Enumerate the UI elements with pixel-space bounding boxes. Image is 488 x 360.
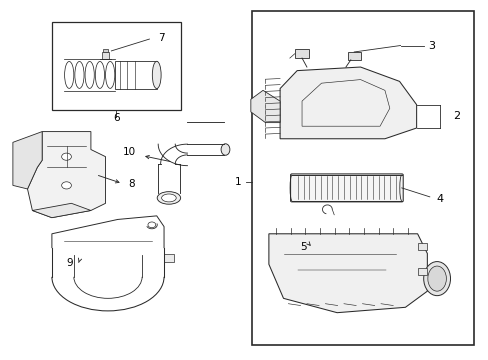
Circle shape — [61, 182, 71, 189]
Polygon shape — [27, 132, 105, 218]
Polygon shape — [268, 234, 427, 313]
Ellipse shape — [423, 262, 449, 296]
Polygon shape — [32, 203, 91, 218]
Bar — [251, 12, 473, 345]
Ellipse shape — [157, 192, 180, 204]
Text: 8: 8 — [128, 179, 135, 189]
Ellipse shape — [152, 61, 161, 89]
Ellipse shape — [427, 266, 446, 291]
Text: 9: 9 — [66, 258, 73, 268]
Bar — [52, 22, 181, 110]
Ellipse shape — [161, 194, 176, 202]
Text: 5: 5 — [300, 242, 306, 252]
Text: 10: 10 — [123, 147, 136, 157]
Bar — [417, 243, 427, 250]
Text: 7: 7 — [158, 33, 164, 43]
Bar — [102, 52, 109, 59]
Ellipse shape — [221, 144, 229, 155]
Bar — [115, 61, 157, 89]
Bar — [347, 52, 360, 60]
Bar — [417, 268, 427, 275]
Polygon shape — [280, 67, 416, 139]
Text: 6: 6 — [113, 113, 120, 123]
Text: 3: 3 — [427, 41, 434, 50]
Circle shape — [61, 153, 71, 160]
Text: 1: 1 — [234, 177, 241, 187]
Circle shape — [148, 222, 156, 228]
Polygon shape — [250, 90, 280, 123]
FancyBboxPatch shape — [290, 174, 403, 202]
Polygon shape — [13, 132, 42, 189]
Bar — [294, 49, 309, 58]
Text: 2: 2 — [452, 111, 459, 121]
Bar — [163, 253, 173, 262]
Text: 4: 4 — [435, 194, 442, 204]
Bar — [102, 49, 108, 52]
